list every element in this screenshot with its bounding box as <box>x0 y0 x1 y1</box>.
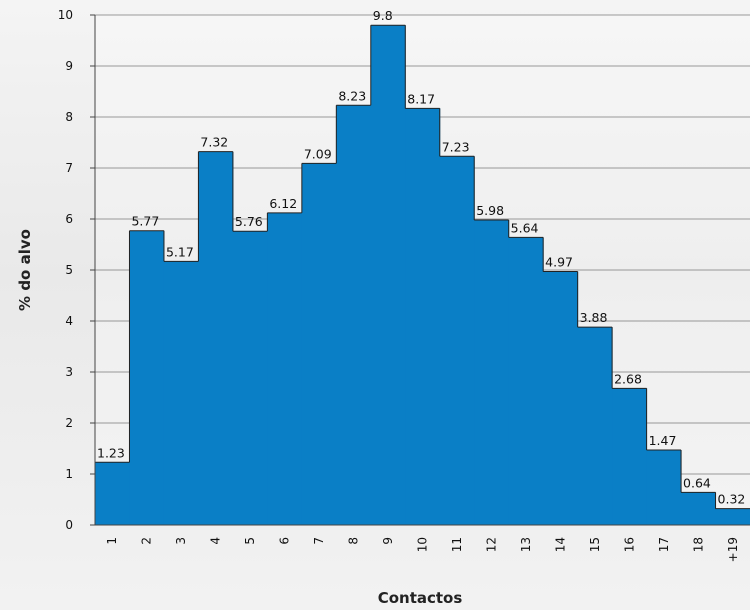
data-label: 5.17 <box>166 244 194 259</box>
data-label: 7.09 <box>304 146 332 161</box>
y-tick-label: 6 <box>65 212 73 226</box>
x-tick-label: 4 <box>209 537 223 545</box>
bar <box>198 151 234 525</box>
bars <box>95 24 750 526</box>
data-label: 5.98 <box>476 203 504 218</box>
data-label: 2.68 <box>614 371 642 386</box>
x-tick-label: 17 <box>657 537 671 552</box>
data-label: 5.76 <box>235 214 263 229</box>
x-tick-label: 18 <box>691 537 705 552</box>
data-label: 5.77 <box>131 214 159 229</box>
y-tick-label: 2 <box>65 416 73 430</box>
bar <box>646 450 682 525</box>
x-tick-label: 10 <box>416 537 430 552</box>
data-label: 1.23 <box>97 445 125 460</box>
data-label: 0.64 <box>683 475 711 490</box>
x-tick-label: 12 <box>484 537 498 552</box>
y-tick-label: 4 <box>65 314 73 328</box>
bar <box>232 231 268 526</box>
x-tick-label: 11 <box>450 537 464 552</box>
y-tick-label: 0 <box>65 518 73 532</box>
y-tick-label: 1 <box>65 467 73 481</box>
bar <box>474 220 510 525</box>
bar <box>439 156 475 525</box>
data-label: 8.23 <box>338 88 366 103</box>
y-tick-label: 9 <box>65 59 73 73</box>
bar <box>681 492 717 525</box>
data-label: 1.47 <box>649 433 677 448</box>
data-label: 7.23 <box>442 139 470 154</box>
x-tick-label: 8 <box>347 537 361 545</box>
data-labels: 1.23 5.77 5.17 7.32 5.76 6.12 7.09 8.23 9.8 8.17 7… <box>97 8 745 506</box>
bar <box>336 105 372 526</box>
bar <box>129 230 165 526</box>
x-tick-label: 9 <box>381 537 395 545</box>
y-tick-label: 5 <box>65 263 73 277</box>
bar <box>508 237 544 526</box>
bar <box>370 25 406 525</box>
x-axis-title: Contactos <box>378 589 463 607</box>
y-tick-label: 7 <box>65 161 73 175</box>
data-label: 5.64 <box>511 220 539 235</box>
x-tick-label: 2 <box>140 537 154 545</box>
x-tick-label: 13 <box>519 537 533 552</box>
bar <box>612 388 648 525</box>
data-label: 6.12 <box>269 196 297 211</box>
x-tick-label: 1 <box>105 537 119 545</box>
y-tick-label: 10 <box>58 8 73 22</box>
x-tick-label: 15 <box>588 537 602 552</box>
x-tick-label: 14 <box>553 537 567 552</box>
data-label: 8.17 <box>407 91 435 106</box>
x-tick-label: +19 <box>726 537 740 562</box>
bar <box>267 212 303 525</box>
bar <box>405 108 441 525</box>
x-tick-label: 5 <box>243 537 257 545</box>
bar <box>301 163 337 525</box>
y-tick-label: 8 <box>65 110 73 124</box>
bar <box>95 462 130 525</box>
x-tick-labels: 1 2 3 4 5 6 7 8 9 10 11 12 13 14 15 16 17 18 +19 <box>105 537 740 562</box>
data-label: 7.32 <box>200 135 228 150</box>
data-label: 3.88 <box>580 310 608 325</box>
bar <box>543 271 579 525</box>
y-tick-label: 3 <box>65 365 73 379</box>
data-label: 4.97 <box>545 255 573 270</box>
x-tick-label: 3 <box>174 537 188 545</box>
y-axis-title: % do alvo <box>16 229 34 311</box>
y-tick-labels: 0 1 2 3 4 5 6 7 8 9 10 <box>58 8 95 532</box>
x-tick-label: 6 <box>278 537 292 545</box>
bar <box>577 327 613 525</box>
x-tick-label: 16 <box>622 537 636 552</box>
bar <box>715 508 750 525</box>
data-label: 0.32 <box>718 492 746 507</box>
x-tick-label: 7 <box>312 537 326 545</box>
data-label: 9.8 <box>373 8 393 23</box>
bar <box>163 261 199 525</box>
